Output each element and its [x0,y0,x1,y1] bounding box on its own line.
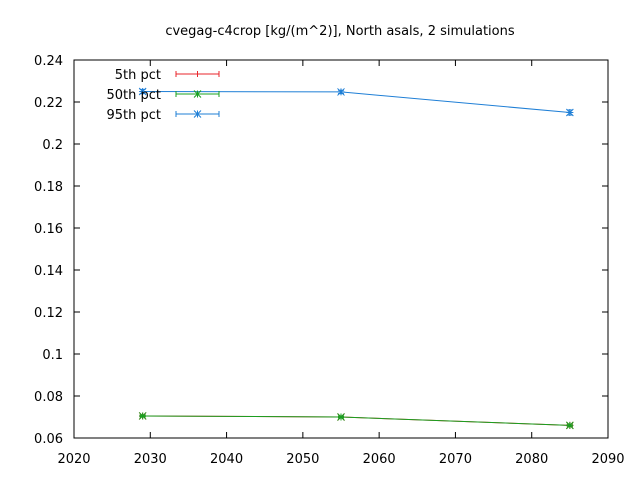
y-tick-label: 0.08 [34,390,63,405]
series-line [142,91,570,113]
data-point [337,413,345,421]
x-tick-label: 2040 [210,452,243,467]
data-point [566,108,574,117]
data-point [566,421,574,430]
legend-label: 95th pct [106,108,161,123]
y-tick-label: 0.14 [34,264,63,279]
x-tick-label: 2080 [515,452,548,467]
x-tick-label: 2060 [363,452,396,467]
legend-entry: 95th pct [106,108,220,123]
y-tick-label: 0.06 [34,432,63,447]
x-tick-label: 2030 [134,452,167,467]
y-tick-label: 0.24 [34,54,63,69]
legend-entry: 5th pct [115,68,220,83]
legend: 5th pct 50th pct 95th pct [106,68,220,123]
series-line [142,415,570,426]
x-tick-label: 2070 [439,452,472,467]
series-3 [138,87,574,117]
legend-entry: 50th pct [106,88,220,103]
data-point [138,87,147,96]
series-2 [138,412,574,430]
plot-frame [73,59,609,439]
y-tick-label: 0.22 [34,96,63,111]
y-tick-label: 0.2 [42,138,63,153]
y-tick-label: 0.16 [34,222,63,237]
legend-label: 5th pct [115,68,161,83]
x-tick-label: 2020 [57,452,90,467]
series-layer [138,87,574,430]
x-tick-label: 2090 [591,452,624,467]
chart-title: cvegag-c4crop [kg/(m^2)], North asals, 2… [165,24,515,39]
axes: 2020 2030 2040 2050 2060 2070 2080 2090 0.06 0.08… [34,54,625,467]
y-tick-label: 0.18 [34,180,63,195]
x-tick-label: 2050 [286,452,319,467]
y-tick-label: 0.1 [42,348,63,363]
legend-marker [193,110,202,118]
legend-marker [193,90,202,98]
series-1 [138,412,574,430]
legend-label: 50th pct [106,88,161,103]
data-point [138,412,147,420]
y-tick-label: 0.12 [34,306,63,321]
data-point [337,88,345,96]
